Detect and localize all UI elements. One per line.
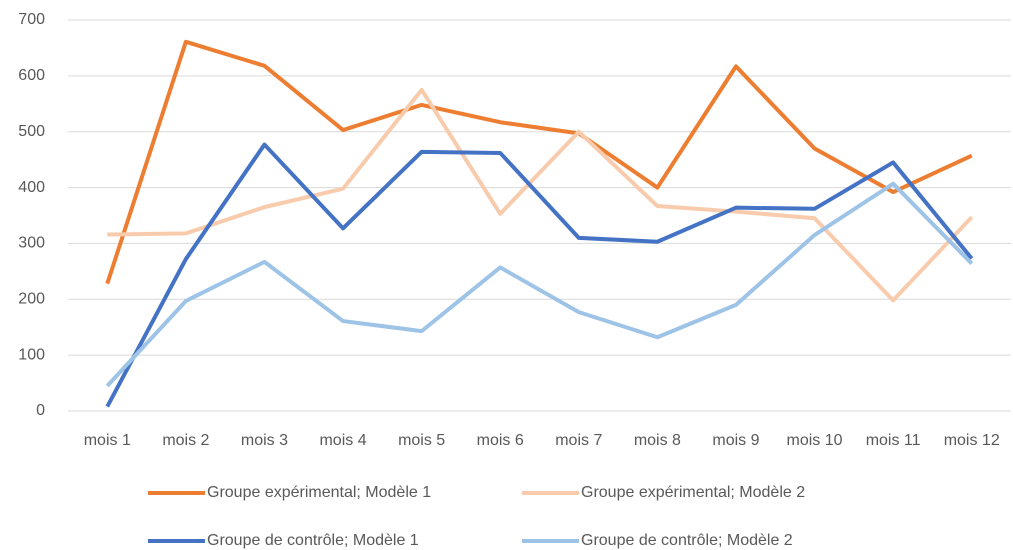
series-line (105, 39, 973, 285)
y-tick-label: 600 (18, 67, 45, 84)
x-tick-label: mois 1 (84, 432, 131, 449)
legend-label: Groupe expérimental; Modèle 1 (207, 484, 431, 501)
y-tick-label: 500 (18, 123, 45, 140)
y-tick-label: 200 (18, 291, 45, 308)
series-line (107, 87, 974, 303)
x-tick-label: mois 6 (477, 432, 524, 449)
x-tick-label: mois 9 (712, 432, 759, 449)
x-tick-label: mois 4 (319, 432, 366, 449)
x-tick-label: mois 2 (162, 432, 209, 449)
x-tick-label: mois 5 (398, 432, 445, 449)
x-tick-label: mois 8 (634, 432, 681, 449)
y-tick-label: 300 (18, 235, 45, 252)
legend-label: Groupe expérimental; Modèle 2 (581, 484, 805, 501)
y-tick-label: 0 (36, 402, 45, 419)
y-tick-label: 700 (18, 11, 45, 28)
series-line (105, 142, 974, 408)
x-tick-label: mois 12 (944, 432, 1000, 449)
x-tick-label: mois 7 (555, 432, 602, 449)
x-tick-label: mois 11 (866, 432, 921, 449)
series-line (105, 181, 974, 388)
legend-label: Groupe de contrôle; Modèle 2 (581, 532, 793, 549)
legend-label: Groupe de contrôle; Modèle 1 (207, 532, 419, 549)
y-tick-label: 100 (18, 346, 45, 363)
x-tick-label: mois 10 (787, 432, 843, 449)
y-tick-label: 400 (18, 179, 45, 196)
x-tick-label: mois 3 (241, 432, 288, 449)
